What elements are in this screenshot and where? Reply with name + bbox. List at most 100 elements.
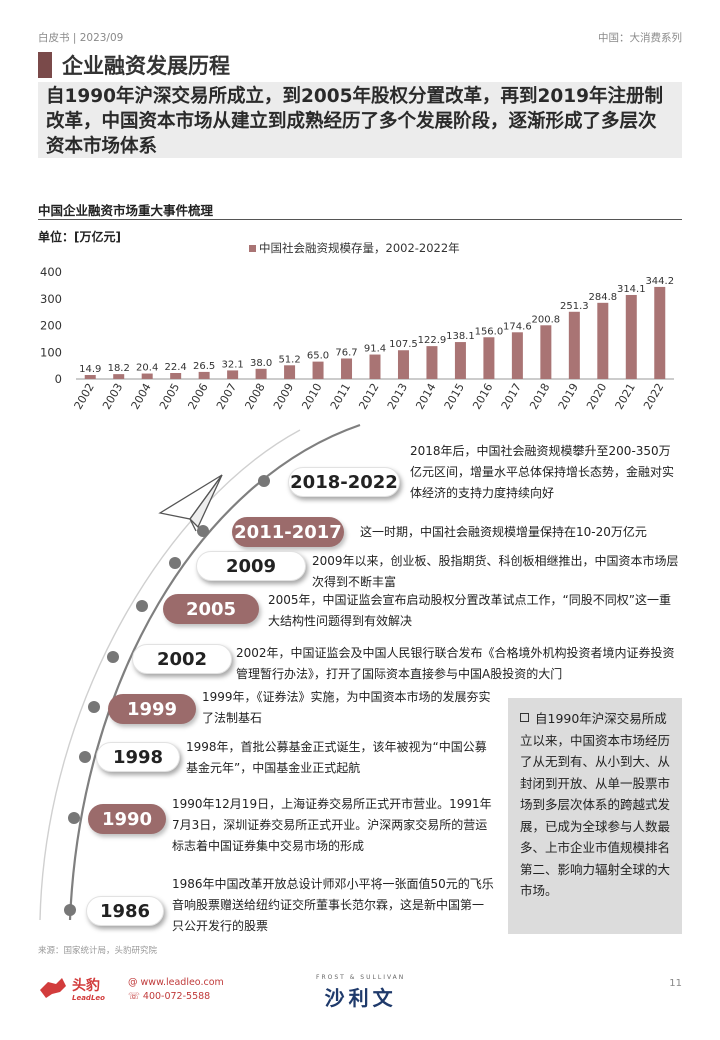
badge-2018-2022: 2018-2022: [288, 467, 400, 497]
bar-value-label: 156.0: [475, 326, 504, 337]
x-tick-label: 2020: [584, 381, 609, 412]
checkbox-square-icon: [520, 713, 529, 722]
timeline-dot-2005: [136, 600, 148, 612]
bar-value-label: 51.2: [278, 354, 300, 365]
event-text-2002: 2002年，中国证监会及中国人民银行联合发布《合格境外机构投资者境内证券投资管理…: [236, 646, 675, 681]
bar-value-label: 200.8: [532, 314, 561, 325]
leopard-icon: [40, 978, 66, 998]
badge-1999: 1999: [108, 694, 196, 724]
summary-box: 自1990年沪深交易所成立以来，中国资本市场经历了从无到有、从小到大、从封闭到开…: [508, 698, 682, 934]
partner-small-text: FROST & SULLIVAN: [316, 974, 406, 981]
event-text-1999: 1999年，《证券法》实施，为中国资本市场的发展夯实了法制基石: [202, 690, 491, 725]
bar-2008: [255, 368, 267, 379]
bar-value-label: 76.7: [335, 347, 357, 358]
x-tick-label: 2003: [100, 381, 125, 412]
bar-2009: [284, 365, 296, 379]
logo-text: 头豹: [72, 977, 100, 994]
bar-2002: [84, 375, 96, 379]
timeline-graphic: [39, 423, 361, 921]
badge-2002: 2002: [132, 644, 232, 674]
bar-2006: [198, 371, 210, 379]
website-link[interactable]: www.leadleo.com: [140, 977, 224, 988]
leadleo-logo: 头豹 LeadLeo: [40, 977, 105, 1002]
x-tick-label: 2009: [271, 381, 296, 412]
bar-value-label: 22.4: [165, 362, 187, 373]
chart-title-rule: [38, 219, 682, 220]
bar-value-label: 251.3: [560, 301, 589, 312]
source-note: 来源：国家统计局，头豹研究院: [38, 946, 158, 956]
x-tick-label: 2006: [185, 381, 210, 412]
frost-sullivan-logo: FROST & SULLIVAN 沙利文: [316, 974, 405, 1011]
timeline-dot-2011-2017: [197, 525, 209, 537]
badge-2011-2017: 2011-2017: [232, 517, 344, 547]
y-tick-label: 100: [40, 345, 62, 359]
y-tick-label: 0: [55, 372, 62, 386]
footer-contact: @ www.leadleo.com ☏ 400-072-5588: [128, 976, 224, 1004]
bar-2015: [454, 342, 466, 379]
chart-title: 中国企业融资市场重大事件梳理: [38, 203, 214, 218]
x-tick-label: 2021: [613, 381, 638, 412]
bar-value-label: 32.1: [221, 359, 243, 370]
bar-2011: [341, 358, 353, 379]
bar-2014: [426, 346, 438, 379]
bar-value-label: 91.4: [364, 344, 386, 355]
bar-value-label: 284.8: [588, 292, 617, 303]
headline-box: 自1990年沪深交易所成立，到2005年股权分置改革，再到2019年注册制改革，…: [38, 82, 682, 158]
bar-2018: [540, 325, 552, 379]
paper-plane-icon: [158, 474, 223, 532]
bar-2021: [625, 294, 637, 379]
unit-label: 单位：[万亿元]: [38, 230, 121, 244]
x-tick-label: 2013: [385, 381, 410, 412]
title-accent-bar: [38, 52, 52, 78]
badge-1998: 1998: [96, 742, 180, 772]
x-tick-label: 2008: [242, 381, 267, 412]
x-tick-label: 2005: [157, 381, 182, 412]
badge-1986: 1986: [86, 896, 164, 926]
phone-number: 400-072-5588: [142, 991, 211, 1002]
x-tick-label: 2018: [527, 381, 552, 412]
bar-2020: [597, 302, 609, 379]
bar-2019: [568, 311, 580, 379]
timeline-dot-1986: [64, 904, 76, 916]
timeline-dot-2018-2022: [258, 475, 270, 487]
x-tick-label: 2019: [556, 381, 581, 412]
x-tick-label: 2015: [442, 381, 467, 412]
bar-value-label: 138.1: [446, 331, 475, 342]
bar-2010: [312, 361, 324, 379]
bar-value-label: 314.1: [617, 284, 646, 295]
page-number: 11: [669, 978, 682, 989]
x-tick-label: 2010: [299, 381, 324, 412]
event-text-2018-2022: 2018年后，中国社会融资规模攀升至200-350万亿元区间，增量水平总体保持增…: [410, 444, 675, 500]
x-tick-label: 2016: [470, 381, 495, 412]
x-tick-label: 2011: [328, 381, 353, 412]
financing-bar-chart: 中国社会融资规模存量，2002-2022年 0 100 200 300 400 14.9…: [40, 241, 674, 412]
y-tick-label: 400: [40, 265, 62, 279]
doc-type-label: 白皮书 | 2023/09: [38, 32, 124, 44]
logo-subtext: LeadLeo: [72, 994, 105, 1002]
y-tick-label: 300: [40, 292, 62, 306]
timeline-dot-1998: [79, 751, 91, 763]
event-text-1998: 1998年，首批公募基金正式诞生，该年被视为“中国公募基金元年”，中国基金业正式…: [186, 740, 487, 775]
x-tick-label: 2007: [214, 381, 239, 412]
series-label: 中国：大消费系列: [598, 32, 682, 44]
x-tick-label: 2004: [129, 381, 154, 412]
badge-2005: 2005: [163, 594, 259, 624]
bar-2013: [397, 350, 409, 379]
event-text-2011-2017: 这一时期，中国社会融资规模增量保持在10-20万亿元: [360, 525, 647, 539]
page-header: 白皮书 | 2023/09 中国：大消费系列: [38, 30, 682, 44]
badge-1990: 1990: [88, 804, 166, 834]
section-title-text: 企业融资发展历程: [62, 54, 230, 78]
bar-value-label: 14.9: [79, 364, 101, 375]
bar-value-label: 18.2: [108, 363, 130, 374]
phone-icon: ☏: [128, 991, 143, 1002]
bar-value-label: 20.4: [136, 363, 158, 374]
chart-legend: 中国社会融资规模存量，2002-2022年: [259, 241, 460, 255]
y-tick-label: 200: [40, 319, 62, 333]
legend-swatch: [249, 245, 256, 252]
timeline-arc-shadow: [39, 429, 301, 921]
bar-value-label: 122.9: [418, 335, 447, 346]
bar-2022: [654, 286, 666, 379]
timeline-dot-2002: [107, 651, 119, 663]
event-text-1986: 1986年中国改革开放总设计师邓小平将一张面值50元的飞乐音响股票赠送给纽约证交…: [172, 877, 494, 933]
x-tick-label: 2017: [499, 381, 524, 412]
